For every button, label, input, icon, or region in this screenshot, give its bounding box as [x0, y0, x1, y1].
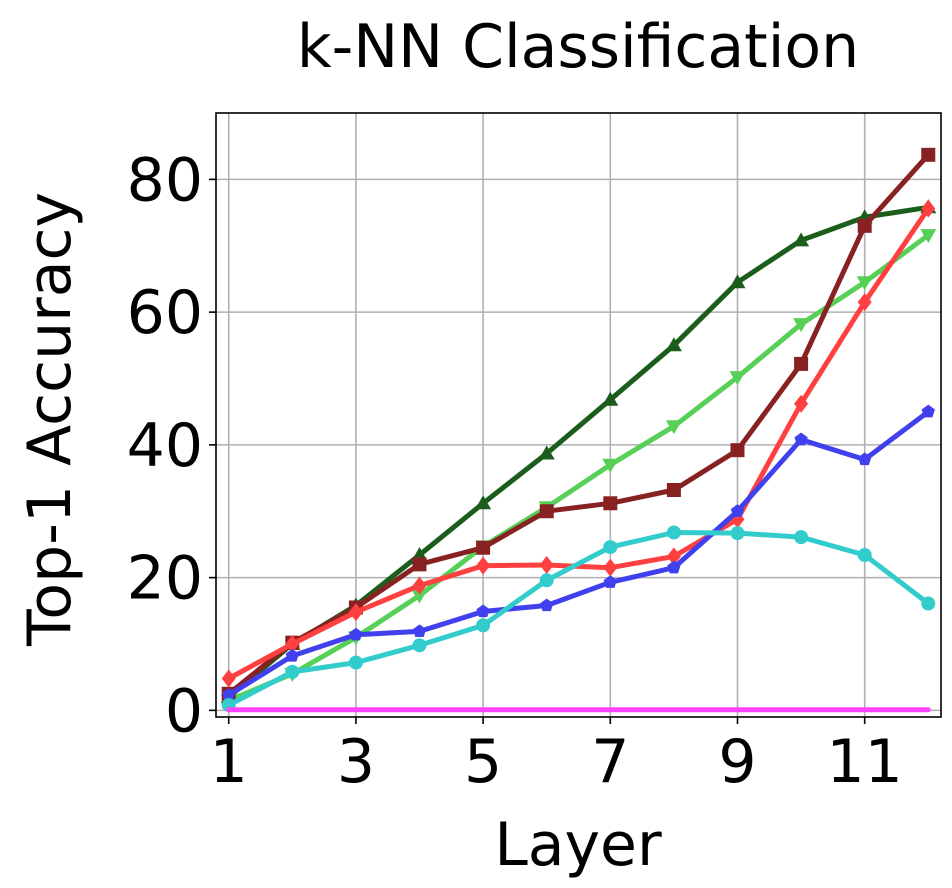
- series-4-marker-3: [349, 627, 363, 641]
- series-2-marker-11: [857, 218, 872, 233]
- series-0-marker-8: [665, 337, 682, 352]
- series-5-marker-6: [539, 573, 554, 588]
- series-3-marker-5: [476, 556, 491, 575]
- series-2-marker-4: [412, 557, 427, 572]
- series-0-marker-6: [538, 445, 555, 460]
- series-4: [222, 404, 935, 701]
- x-tick-label-7: 7: [591, 727, 629, 797]
- axes: [209, 112, 942, 724]
- series-1-marker-4: [411, 589, 428, 604]
- series-4-marker-2: [285, 648, 299, 662]
- plot-series: [220, 147, 937, 713]
- series-2-marker-6: [539, 504, 554, 519]
- tick-labels: 1 3 5 7 9 11 0 20 40 60 80: [127, 145, 903, 797]
- series-4-marker-4: [412, 624, 427, 638]
- x-tick-label-11: 11: [827, 727, 903, 797]
- series-3-marker-6: [539, 556, 554, 575]
- series-3-marker-2: [285, 634, 300, 653]
- y-tick-label-40: 40: [127, 411, 203, 481]
- series-0-marker-7: [602, 391, 619, 406]
- series-1-line: [226, 232, 931, 703]
- y-axis-label: Top-1 Accuracy: [15, 192, 85, 647]
- series-5-marker-5: [476, 618, 491, 633]
- series-1-marker-7: [602, 458, 619, 473]
- series-5-marker-2: [285, 664, 300, 679]
- series-3-marker-12: [921, 199, 936, 218]
- series-4-marker-6: [540, 598, 554, 612]
- series-2-line: [226, 152, 931, 697]
- series-5-marker-10: [794, 530, 809, 545]
- series-0-marker-9: [729, 274, 746, 289]
- series-5: [221, 525, 936, 713]
- plot-frame: [215, 112, 942, 718]
- series-2-marker-9: [730, 443, 745, 458]
- series-5-line: [226, 530, 931, 708]
- series-4-marker-12: [921, 404, 935, 418]
- series-0-marker-5: [475, 495, 492, 510]
- series-3-line: [226, 206, 931, 681]
- series-4-marker-5: [476, 604, 490, 618]
- x-tick-label-3: 3: [337, 727, 375, 797]
- series-4-marker-9: [730, 504, 745, 517]
- chart-title: k-NN Classification: [297, 12, 859, 82]
- series-1-marker-10: [793, 318, 810, 333]
- x-tick-label-1: 1: [210, 727, 248, 797]
- series-3-marker-4: [412, 576, 427, 595]
- x-axis-label: Layer: [494, 810, 662, 880]
- y-tick-label-80: 80: [127, 145, 203, 215]
- series-3-marker-3: [348, 603, 363, 622]
- series-2-marker-12: [921, 147, 936, 162]
- series-5-marker-12: [921, 596, 936, 611]
- series-4-marker-11: [858, 452, 872, 466]
- series-3-marker-7: [603, 558, 618, 577]
- x-tick-label-5: 5: [464, 727, 502, 797]
- series-3: [221, 199, 936, 688]
- series-3-marker-11: [857, 293, 872, 312]
- series-4-marker-7: [603, 575, 617, 588]
- series-5-marker-9: [730, 526, 745, 541]
- series-5-marker-11: [857, 548, 872, 563]
- series-3-marker-1: [221, 669, 236, 688]
- series-4-marker-1: [222, 688, 236, 701]
- series-4-marker-8: [667, 560, 681, 574]
- series-1-marker-12: [920, 229, 937, 244]
- series-5-marker-7: [603, 540, 618, 555]
- series-1-marker-11: [856, 276, 873, 291]
- series-1-marker-9: [729, 371, 746, 386]
- series-5-marker-4: [412, 638, 427, 653]
- series-2-marker-10: [794, 356, 809, 371]
- series-2-marker-8: [666, 483, 681, 498]
- series-3-marker-8: [666, 547, 681, 566]
- series-2-marker-5: [476, 540, 491, 555]
- series-3-marker-10: [794, 394, 809, 413]
- series-5-marker-3: [348, 655, 363, 670]
- series-1-marker-8: [665, 420, 682, 435]
- series-5-marker-8: [666, 525, 681, 540]
- x-tick-label-9: 9: [718, 727, 756, 797]
- series-4-marker-10: [794, 432, 808, 446]
- series-0-marker-10: [793, 232, 810, 247]
- y-tick-label-0: 0: [165, 676, 203, 746]
- series-2-marker-7: [603, 496, 618, 511]
- y-tick-label-20: 20: [127, 544, 203, 614]
- y-tick-label-60: 60: [127, 278, 203, 348]
- series-4-line: [226, 409, 931, 698]
